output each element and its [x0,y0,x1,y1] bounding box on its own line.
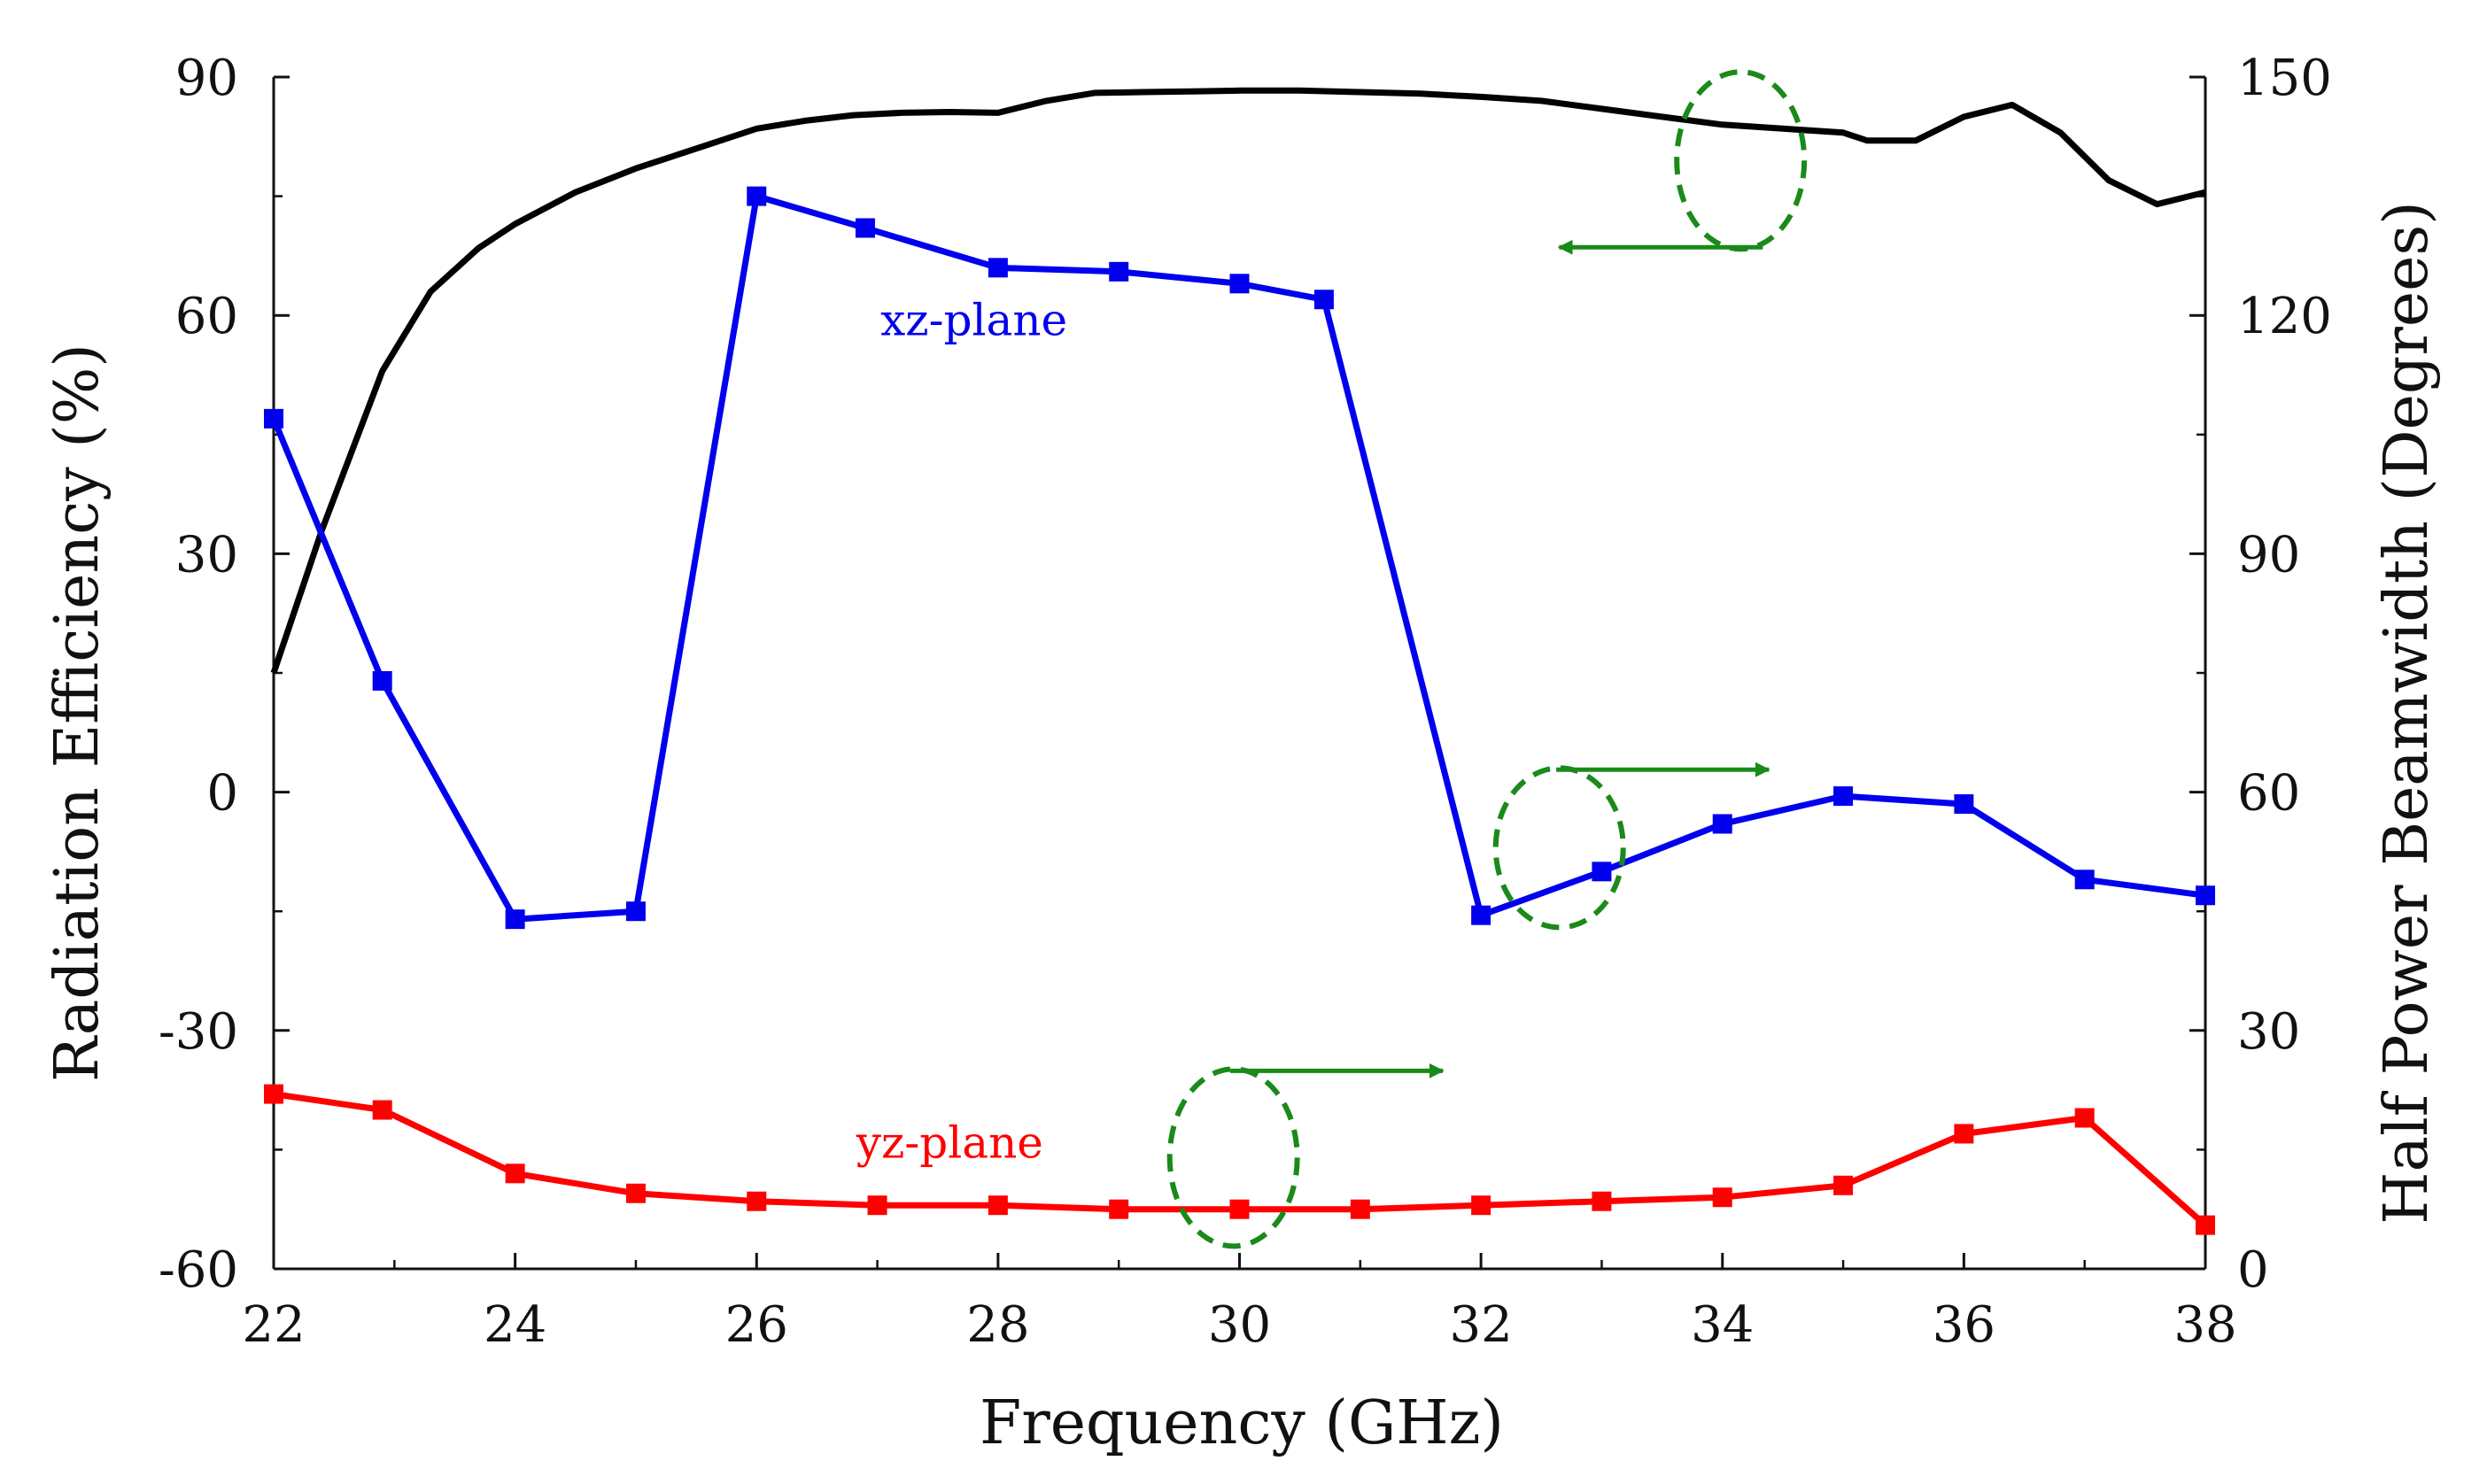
yz-plane-marker [505,1163,525,1184]
y-left-tick-label: 60 [175,288,238,345]
yz-plane-marker [1229,1199,1250,1219]
y-right-tick-label: 150 [2237,50,2332,107]
x-tick-label: 36 [1933,1296,1995,1354]
xz-plane-marker [1833,786,1854,807]
yz-plane-marker [1954,1124,1974,1144]
radiation-efficiency-line [270,87,2206,675]
xz-plane-marker [1313,290,1334,310]
xz-plane-marker [264,408,283,429]
xz-plane-label: xz-plane [880,295,1067,346]
xz-plane-marker [1712,814,1732,834]
xz-plane-marker [855,218,875,238]
yz-plane-marker [1109,1199,1129,1219]
yz-plane-marker [867,1195,887,1216]
y-left-tick-label: -30 [159,1003,238,1061]
yz-plane-marker [747,1191,767,1211]
y-axis-left-title: Radiation Efficiency (%) [43,344,112,1082]
xz-plane-line [270,193,2206,923]
yz-plane-marker [1592,1191,1612,1211]
xz-plane-marker [1592,862,1612,882]
yz-plane-marker [264,1084,283,1104]
annotation-layer [1166,69,1808,1249]
xz-plane-marker [2074,870,2095,890]
efficiency-indicator-ellipse [1674,69,1808,252]
x-tick-label: 22 [242,1296,305,1354]
x-tick-label: 32 [1449,1296,1512,1354]
xz-plane-marker [1471,905,1491,925]
yz-plane-marker [625,1183,646,1203]
yz-indicator-ellipse [1166,1066,1300,1249]
xz-plane-marker [625,901,646,922]
yz-plane-marker [1350,1199,1370,1219]
xz-plane-marker [988,258,1008,278]
xz-plane-marker [372,670,392,691]
y-left-tick-label: 90 [175,50,238,107]
xz-plane-marker [1954,794,1974,815]
yz-plane-marker [2196,1215,2215,1235]
axes-frame [272,77,2207,1271]
y-right-tick-label: 90 [2237,526,2300,584]
y-right-tick-label: 0 [2237,1241,2269,1299]
xz-plane-marker [505,909,525,930]
axis-ticks: 22 24 26 28 30 32 34 36 38 -60 -30 0 30 60 90 0 30 60 90 12… [159,50,2332,1354]
x-tick-label: 24 [484,1296,546,1354]
x-tick-label: 28 [966,1296,1029,1354]
x-tick-label: 26 [725,1296,788,1354]
y-right-tick-label: 60 [2237,765,2300,823]
xz-plane-marker [747,186,767,206]
xz-plane-marker [1229,274,1250,294]
xz-plane-marker [1109,261,1129,282]
yz-plane-marker [1471,1195,1491,1216]
y-left-tick-label: 0 [206,765,238,823]
xz-plane-marker [2196,885,2215,906]
x-tick-label: 34 [1691,1296,1754,1354]
yz-plane-marker [988,1195,1008,1216]
x-tick-label: 30 [1208,1296,1271,1354]
series-layer [264,87,2215,1235]
y-left-tick-label: 30 [175,526,238,584]
y-right-tick-label: 120 [2237,288,2332,345]
yz-plane-marker [372,1100,392,1120]
yz-plane-marker [1712,1187,1732,1208]
yz-plane-marker [1833,1175,1854,1195]
x-axis-title: Frequency (GHz) [980,1388,1504,1458]
xz-indicator-ellipse [1492,765,1626,931]
y-right-tick-label: 30 [2237,1003,2300,1061]
yz-plane-label: yz-plane [856,1117,1043,1168]
y-left-tick-label: -60 [159,1241,238,1299]
yz-plane-marker [2074,1108,2095,1128]
x-tick-label: 38 [2173,1296,2236,1354]
y-axis-right-title: Half Power Beamwidth (Degrees) [2372,201,2442,1225]
